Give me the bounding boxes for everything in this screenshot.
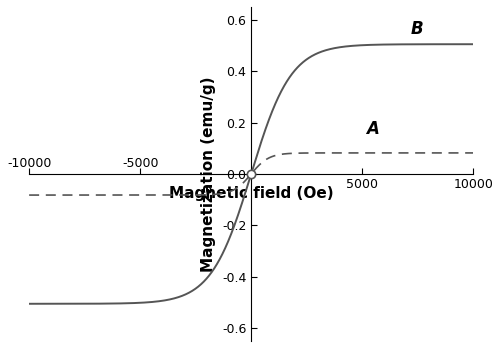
Text: B: B [411,20,424,38]
Text: -5000: -5000 [122,157,158,170]
Text: -10000: -10000 [7,157,52,170]
Y-axis label: Magnetization (emu/g): Magnetization (emu/g) [202,76,216,272]
Text: A: A [366,120,380,138]
X-axis label: Magnetic field (Oe): Magnetic field (Oe) [169,186,334,201]
Text: 10000: 10000 [453,178,493,191]
Text: 5000: 5000 [346,178,378,191]
